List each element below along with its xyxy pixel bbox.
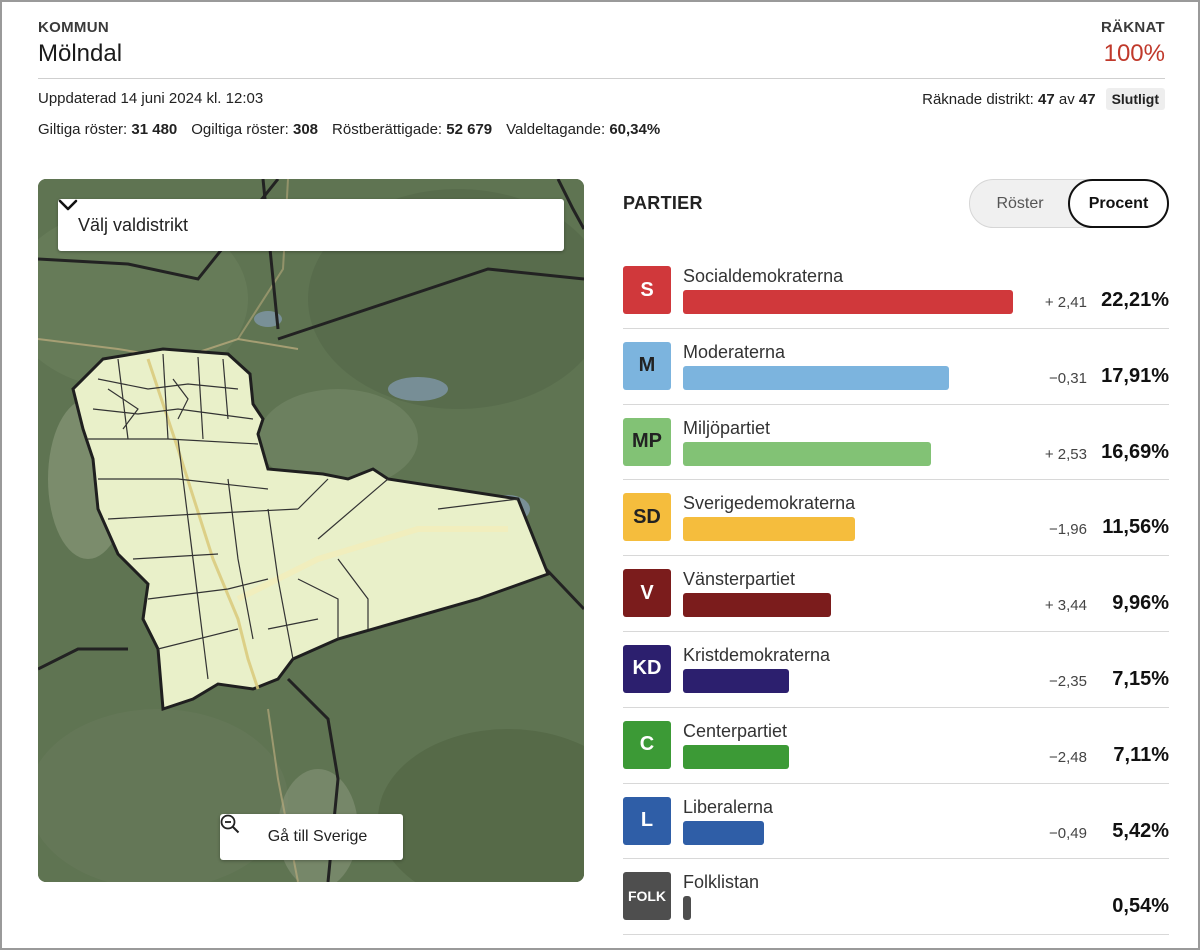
vote-stats: Giltiga röster: 31 480 Ogiltiga röster: …: [38, 121, 660, 138]
party-bar: [683, 896, 691, 921]
parties-title: PARTIER: [623, 193, 703, 213]
districts-of: av: [1058, 90, 1075, 108]
district-select[interactable]: Välj valdistrikt: [58, 199, 564, 251]
party-name: Socialdemokraterna: [683, 266, 844, 286]
party-change: −0,49: [1049, 824, 1087, 842]
municipality-label: KOMMUN: [38, 19, 109, 36]
updated-timestamp: Uppdaterad 14 juni 2024 kl. 12:03: [38, 90, 264, 107]
party-bar: [683, 820, 764, 845]
party-percent: 22,21%: [1101, 289, 1169, 311]
party-percent: 9,96%: [1112, 592, 1169, 615]
party-badge: V: [623, 569, 671, 618]
party-name: Folklistan: [683, 872, 760, 893]
party-name: Centerpartiet: [683, 720, 788, 741]
party-badge: C: [623, 720, 671, 769]
party-bar: [683, 290, 1013, 314]
view-toggle: Röster Procent: [969, 179, 1169, 228]
party-bar: [683, 668, 789, 693]
party-row: KD Kristdemokraterna −2,35 7,15%: [623, 632, 1169, 708]
party-bar: [683, 441, 931, 466]
districts-label: Räknade distrikt:: [922, 90, 1034, 108]
party-row: SD Sverigedemokraterna −1,96 11,56%: [623, 480, 1169, 557]
party-name: Kristdemokraterna: [683, 644, 831, 665]
toggle-votes[interactable]: Röster: [996, 194, 1044, 212]
municipality-name: Mölndal: [38, 40, 123, 67]
party-change: + 3,44: [1044, 597, 1087, 615]
party-row: C Centerpartiet −2,48 7,11%: [623, 708, 1169, 784]
party-name: Sverigedemokraterna: [683, 493, 856, 514]
party-badge: M: [623, 341, 671, 390]
counted-districts: Räknade distrikt: 47 av 47 Slutligt: [922, 88, 1165, 110]
party-badge: S: [623, 266, 671, 314]
district-select-label: Välj valdistrikt: [78, 214, 189, 235]
party-row: V Vänsterpartiet + 3,44 9,96%: [623, 556, 1169, 632]
party-row: MP Miljöpartiet + 2,53 16,69%: [623, 405, 1169, 481]
stat-eligible-voters: Röstberättigade: 52 679: [332, 121, 493, 138]
districts-total: 47: [1078, 90, 1096, 108]
party-percent: 16,69%: [1101, 440, 1169, 463]
stat-valid-votes: Giltiga röster: 31 480: [38, 121, 178, 138]
party-name: Miljöpartiet: [683, 417, 771, 438]
party-percent: 11,56%: [1102, 516, 1169, 539]
party-row: FOLK Folklistan 0,54%: [623, 859, 1169, 936]
districts-counted: 47: [1038, 90, 1055, 108]
party-change: + 2,41: [1044, 294, 1087, 311]
party-name: Vänsterpartiet: [683, 569, 796, 590]
party-change: −0,31: [1049, 369, 1087, 387]
map-canvas[interactable]: [38, 179, 584, 882]
party-badge: L: [623, 796, 671, 845]
go-to-sweden-button[interactable]: Gå till Sverige: [220, 814, 403, 860]
stat-turnout: Valdeltagande: 60,34%: [506, 121, 661, 138]
go-to-sweden-label: Gå till Sverige: [267, 828, 368, 845]
party-bar: [683, 517, 855, 542]
party-row: S Socialdemokraterna + 2,41 22,21%: [623, 253, 1169, 329]
party-name: Liberalerna: [683, 796, 774, 817]
party-change: −1,96: [1049, 521, 1087, 539]
party-row: M Moderaterna −0,31 17,91%: [623, 329, 1169, 405]
party-change: −2,48: [1049, 748, 1087, 766]
toggle-percent[interactable]: Procent: [1068, 179, 1169, 228]
party-change: + 2,53: [1044, 445, 1087, 463]
party-badge: MP: [623, 417, 671, 466]
party-badge: SD: [623, 493, 671, 542]
party-bar: [683, 593, 831, 618]
party-percent: 7,15%: [1112, 667, 1169, 690]
party-row: L Liberalerna −0,49 5,42%: [623, 784, 1169, 860]
party-bar: [683, 365, 949, 390]
party-name: Moderaterna: [683, 341, 786, 362]
municipality-map[interactable]: Välj valdistrikt Gå till Sverige: [38, 179, 584, 882]
party-percent: 0,54%: [1112, 895, 1169, 918]
party-percent: 7,11%: [1113, 743, 1169, 766]
party-percent: 17,91%: [1101, 364, 1169, 387]
party-badge: FOLK: [623, 872, 671, 921]
stat-invalid-votes: Ogiltiga röster: 308: [191, 121, 319, 138]
party-badge: KD: [623, 644, 671, 693]
party-bar: [683, 744, 789, 769]
counted-label: RÄKNAT: [1100, 19, 1165, 36]
party-change: −2,35: [1049, 672, 1087, 690]
header-divider: [38, 78, 1165, 79]
status-badge: Slutligt: [1105, 88, 1165, 110]
party-results-list: S Socialdemokraterna + 2,41 22,21% M Moderate…: [623, 253, 1169, 936]
counted-value: 100%: [1103, 40, 1165, 67]
party-percent: 5,42%: [1112, 819, 1169, 842]
